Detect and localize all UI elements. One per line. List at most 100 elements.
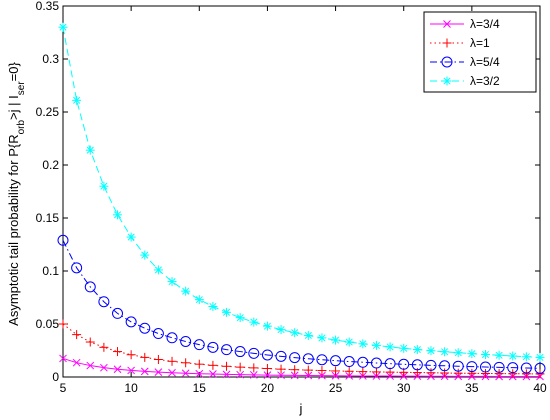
marker-stroke — [302, 353, 314, 365]
data-point — [167, 356, 177, 366]
data-point — [57, 234, 69, 246]
marker-stroke — [72, 358, 81, 367]
marker-stroke — [71, 262, 83, 274]
data-point — [290, 371, 299, 380]
data-point — [508, 369, 518, 379]
marker-stroke — [222, 308, 231, 316]
data-point — [222, 307, 232, 317]
marker-stroke — [113, 365, 122, 374]
legend-entry: λ=5/4 — [430, 55, 500, 69]
data-point — [521, 369, 531, 379]
marker-stroke — [452, 360, 464, 372]
legend-label: λ=1 — [470, 36, 490, 50]
marker-stroke — [372, 341, 381, 349]
data-point — [98, 296, 110, 308]
data-point — [261, 349, 273, 361]
series-2 — [58, 319, 545, 379]
data-point — [440, 347, 450, 357]
data-point — [208, 302, 218, 312]
marker-stroke — [468, 350, 476, 358]
marker-stroke — [466, 361, 478, 373]
data-point — [249, 317, 259, 327]
data-point — [453, 348, 463, 358]
marker-stroke — [100, 182, 108, 190]
axes-frame — [62, 5, 541, 378]
data-point — [113, 365, 122, 374]
marker-stroke — [168, 278, 176, 286]
data-point — [344, 366, 354, 376]
marker-stroke — [195, 369, 204, 378]
data-point — [221, 344, 233, 356]
data-point — [235, 362, 245, 372]
y-axis-label-prefix: Asymptotic tail probability for P{R — [6, 134, 21, 325]
data-point — [236, 370, 245, 379]
marker-stroke — [509, 352, 517, 360]
data-point — [316, 354, 328, 366]
data-point — [277, 371, 285, 380]
data-point — [304, 371, 313, 380]
data-point — [153, 355, 163, 365]
y-tick-label: 0.15 — [36, 211, 60, 225]
data-point — [85, 145, 95, 155]
data-point — [385, 342, 395, 352]
data-point — [494, 350, 504, 360]
data-point — [331, 366, 341, 376]
data-point — [479, 361, 491, 373]
data-point — [507, 362, 519, 374]
y-tick-label: 0.3 — [42, 52, 59, 66]
data-point — [194, 295, 204, 305]
marker-stroke — [207, 341, 219, 353]
marker-stroke — [332, 336, 340, 344]
data-point — [345, 371, 354, 380]
series-4 — [58, 22, 545, 362]
marker-stroke — [98, 296, 110, 308]
data-point — [262, 364, 272, 374]
x-tick-label: 25 — [329, 381, 343, 395]
marker-stroke — [304, 371, 313, 380]
legend-entry: λ=3/2 — [430, 74, 500, 88]
data-point — [508, 351, 518, 361]
marker-stroke — [154, 368, 163, 376]
marker-stroke — [127, 233, 135, 241]
data-point — [58, 319, 68, 329]
data-point — [302, 353, 314, 365]
data-point — [426, 368, 436, 378]
marker-stroke — [248, 347, 260, 359]
x-tick-label: 15 — [193, 381, 207, 395]
y-tick-label: 0.05 — [36, 317, 60, 331]
data-point — [275, 350, 287, 362]
data-point — [535, 352, 545, 362]
data-point — [276, 364, 286, 374]
data-point — [439, 360, 451, 372]
marker-stroke — [427, 347, 435, 355]
marker-stroke — [316, 354, 328, 366]
marker-stroke — [57, 234, 69, 246]
marker-stroke — [141, 251, 149, 259]
x-tick-label: 5 — [60, 381, 67, 395]
marker-stroke — [59, 23, 67, 31]
data-point — [100, 363, 108, 372]
marker-stroke — [193, 339, 205, 351]
x-axis-label: j — [299, 401, 303, 416]
data-point — [480, 369, 490, 379]
legend-marker — [442, 38, 452, 48]
data-point — [480, 350, 490, 360]
y-tick-label: 0.25 — [36, 105, 60, 119]
series-line — [62, 357, 540, 377]
y-tick-label: 0 — [52, 370, 59, 384]
x-tick-label: 20 — [261, 381, 275, 395]
marker-stroke — [507, 362, 519, 374]
data-point — [181, 358, 191, 368]
data-point — [112, 307, 124, 319]
data-point — [535, 369, 545, 379]
marker-stroke — [443, 20, 451, 28]
data-point — [330, 355, 342, 367]
marker-stroke — [304, 331, 312, 340]
data-point — [384, 358, 396, 370]
marker-stroke — [534, 362, 546, 374]
data-point — [425, 359, 437, 371]
data-point — [426, 346, 436, 356]
legend: λ=3/4 λ=1 λ=5/4 λ=3/2 — [423, 11, 537, 93]
marker-stroke — [343, 356, 355, 368]
series-1 — [59, 354, 544, 381]
